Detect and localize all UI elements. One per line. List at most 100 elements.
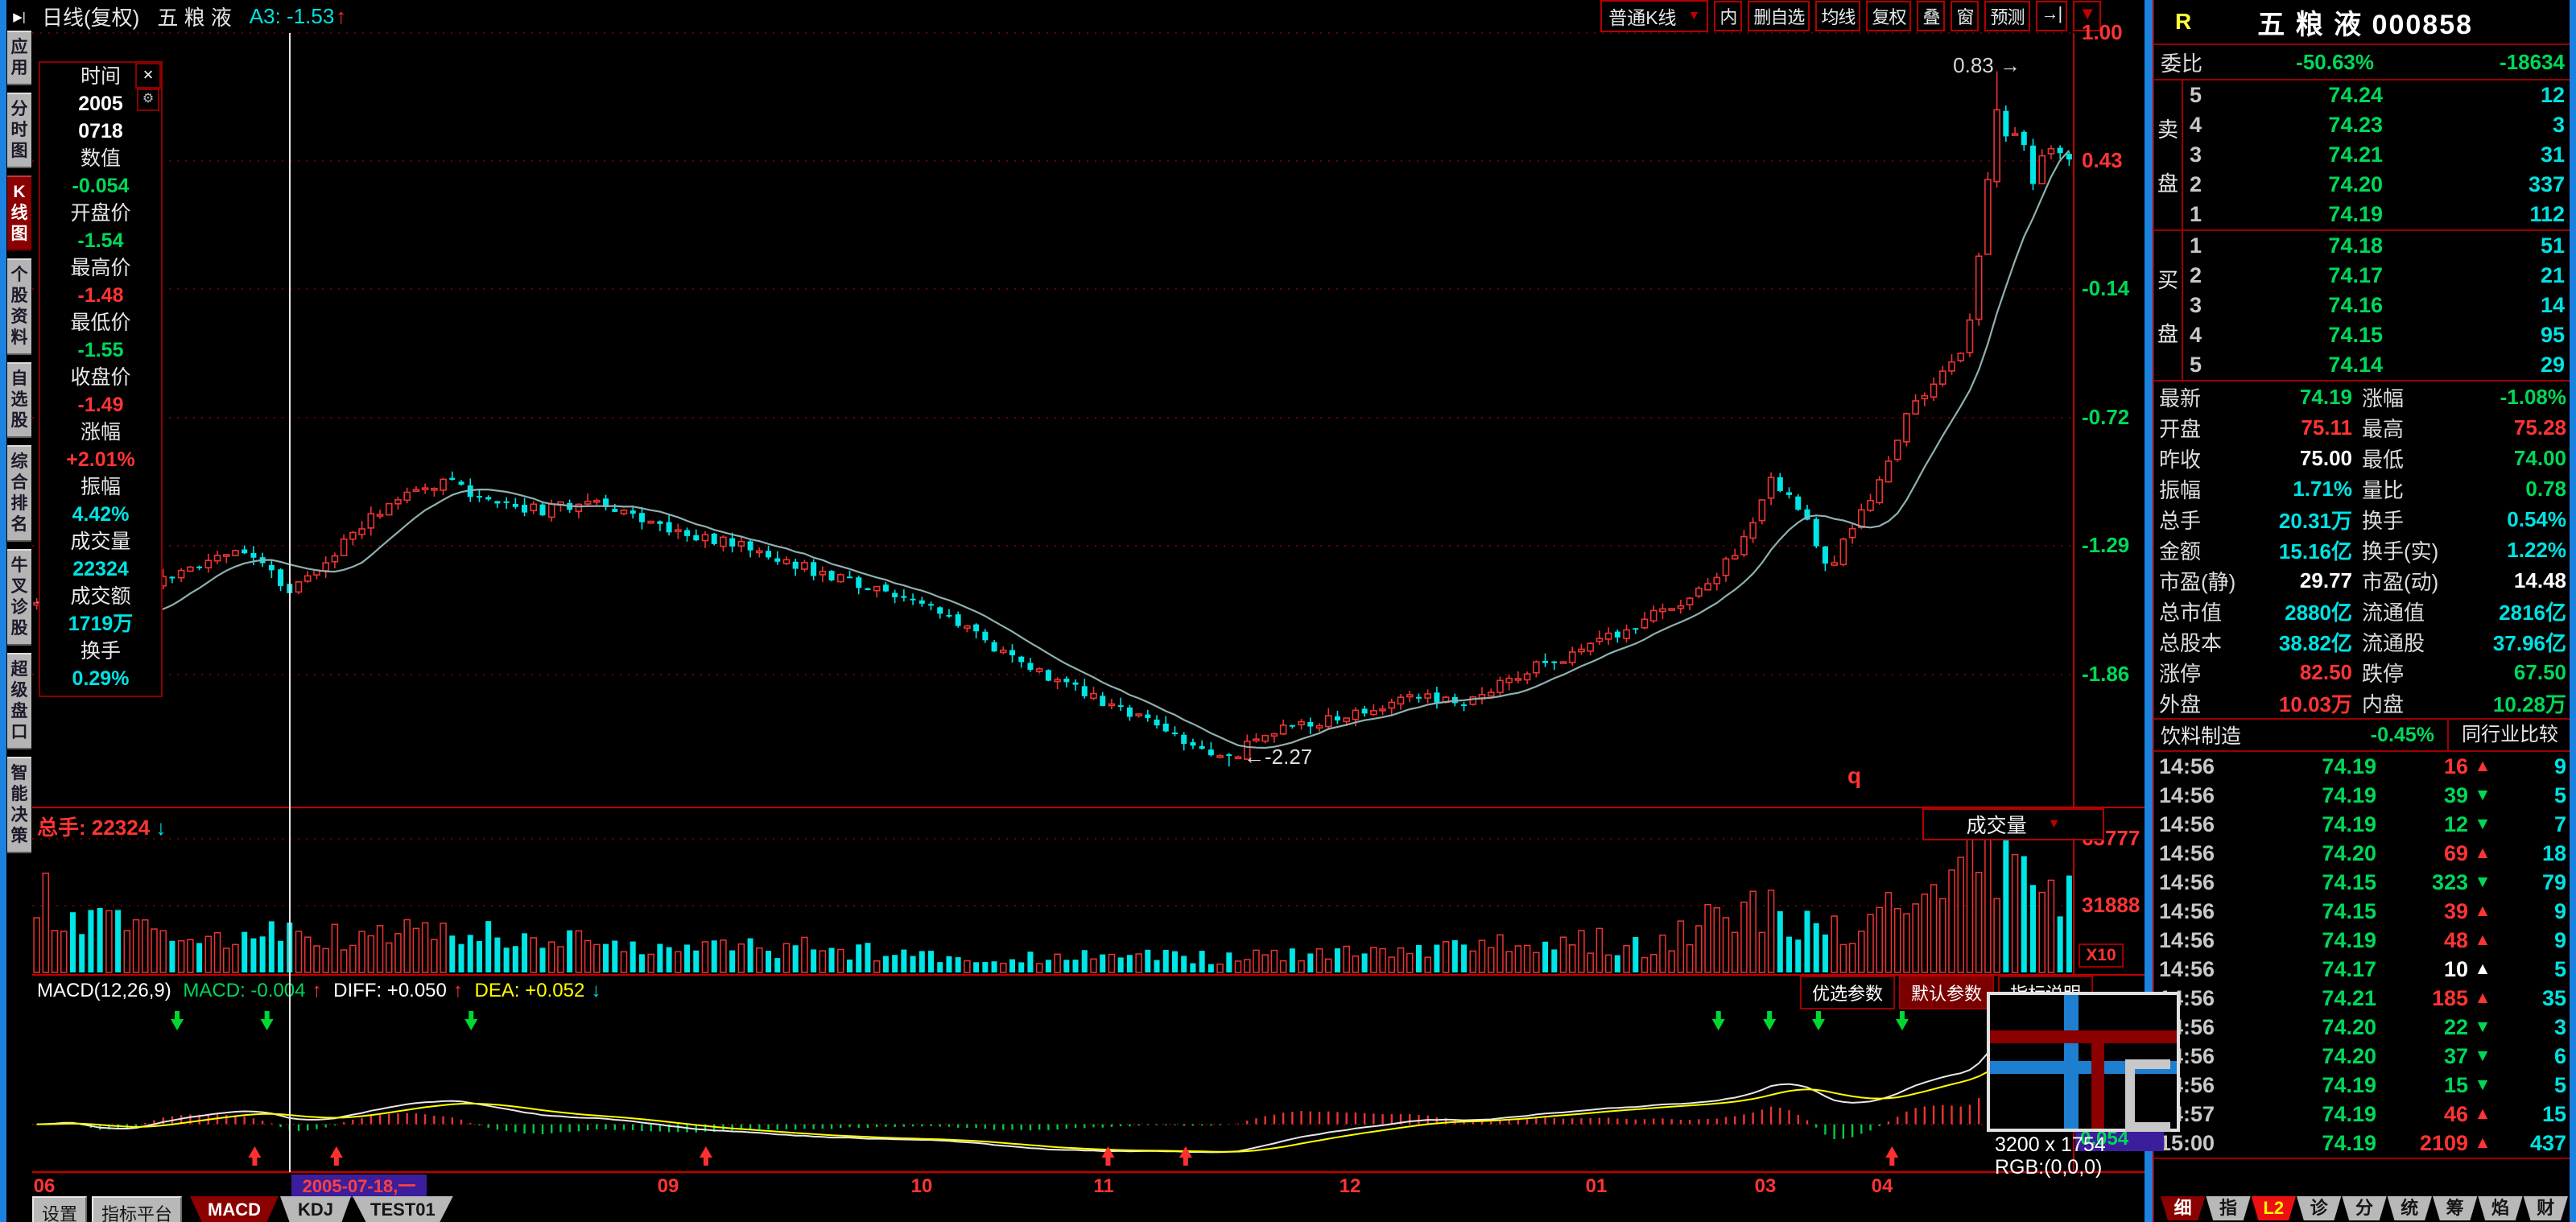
sell-row-5[interactable]: 1 74.19 112: [2190, 202, 2565, 226]
tooltip-label-4: 最低价: [70, 312, 131, 334]
buy-row-2[interactable]: 2 74.17 21: [2190, 263, 2565, 287]
toolbar-button-5[interactable]: 窗: [1951, 1, 1979, 31]
sidebar-item-gegu-ziliao[interactable]: 个股资料: [7, 258, 31, 355]
date-axis-label: 04: [1871, 1175, 1893, 1197]
tick-row-13[interactable]: 15:00 74.19 2109 ▲ 437: [2159, 1130, 2566, 1155]
stat-row-8: 总股本 38.82亿 流通股 37.96亿: [2159, 630, 2566, 655]
toolbar-more-caret-icon[interactable]: ▼: [2073, 1, 2101, 31]
price-axis-label: -0.72: [2082, 405, 2130, 429]
macd-param-button-0[interactable]: 优选参数: [1799, 976, 1895, 1009]
quote-tab-3[interactable]: 诊: [2296, 1196, 2342, 1220]
tick-up-arrow-icon: ▲: [2474, 844, 2491, 862]
sidebar-item-chaoji-pankou[interactable]: 超级盘口: [7, 653, 31, 749]
quote-tab-8[interactable]: 财: [2523, 1196, 2568, 1220]
tick-row-11[interactable]: 14:56 74.19 15 ▼ 5: [2159, 1072, 2566, 1097]
tick-row-1[interactable]: 14:56 74.19 39 ▼ 5: [2159, 782, 2566, 807]
collapse-rail-icon[interactable]: ▶|: [13, 10, 26, 24]
buy-row-4[interactable]: 4 74.15 95: [2190, 323, 2565, 347]
panel-divider[interactable]: [2145, 0, 2153, 1222]
quote-tab-6[interactable]: 筹: [2432, 1196, 2478, 1220]
tick-row-8[interactable]: 14:56 74.21 185 ▲ 35: [2159, 985, 2566, 1010]
tooltip-label-5: 收盘价: [70, 366, 131, 389]
sell-rows: 5 74.24 12 4 74.23 3 3 74.21 31 2 74.20 337 1 74.19 11…: [2183, 81, 2571, 229]
bottom-button-1[interactable]: 指标平台: [92, 1196, 183, 1222]
tick-up-arrow-icon: ▲: [2474, 1133, 2491, 1152]
quote-tab-4[interactable]: 分: [2342, 1196, 2387, 1220]
industry-compare-link[interactable]: 同行业比较: [2447, 720, 2571, 750]
macd-params-label[interactable]: MACD(12,26,9): [37, 980, 171, 1001]
tooltip-value-6: +2.01%: [66, 448, 135, 471]
tick-row-0[interactable]: 14:56 74.19 16 ▲ 9: [2159, 753, 2566, 778]
tick-row-3[interactable]: 14:56 74.20 69 ▲ 18: [2159, 840, 2566, 865]
sidebar-item-yingyong[interactable]: 应用: [7, 31, 31, 85]
tick-row-12[interactable]: 14:57 74.19 46 ▲ 15: [2159, 1101, 2566, 1126]
low-point-annotation: ←-2.27: [1244, 745, 1312, 770]
gear-icon[interactable]: ⚙: [137, 89, 159, 111]
industry-row[interactable]: 饮料制造 -0.45% 同行业比较: [2154, 718, 2571, 752]
volume-header-label: 总手: 22324 ↓: [37, 811, 166, 841]
quote-tab-2[interactable]: L2: [2251, 1196, 2296, 1220]
bottom-button-0[interactable]: 设置: [32, 1196, 88, 1222]
sell-row-2[interactable]: 4 74.23 3: [2190, 113, 2565, 137]
sidebar-item-zhineng-juece[interactable]: 智能决策: [7, 757, 31, 853]
toolbar-button-0[interactable]: 内: [1714, 1, 1743, 31]
volume-indicator-value: 成交量: [1966, 815, 2027, 837]
tick-row-7[interactable]: 14:56 74.17 10 ▲ 5: [2159, 956, 2566, 981]
screen-magnifier-overlay[interactable]: [1987, 992, 2180, 1132]
buy-row-3[interactable]: 3 74.16 14: [2190, 293, 2565, 317]
tick-down-arrow-icon: ▼: [2474, 1018, 2491, 1036]
toolbar-button-4[interactable]: 叠: [1917, 1, 1946, 31]
stock-title[interactable]: 五 粮 液 000858: [2257, 9, 2474, 40]
close-icon[interactable]: ×: [135, 63, 161, 89]
tick-row-9[interactable]: 14:56 74.20 22 ▼ 3: [2159, 1014, 2566, 1039]
kline-chart-canvas[interactable]: [32, 0, 2145, 1222]
macd-param-button-1[interactable]: 默认参数: [1898, 976, 1994, 1009]
sell-row-3[interactable]: 3 74.21 31: [2190, 142, 2565, 167]
industry-name: 饮料制造: [2161, 725, 2242, 748]
crosshair-vertical-line[interactable]: [289, 33, 291, 1172]
tooltip-label-1: 数值: [80, 147, 121, 170]
next-stock-icon[interactable]: →|: [2035, 1, 2068, 31]
sell-row-1[interactable]: 5 74.24 12: [2190, 83, 2565, 107]
low-value-label: -2.27: [1265, 745, 1313, 769]
toolbar-button-3[interactable]: 复权: [1866, 1, 1912, 31]
tick-row-10[interactable]: 14:56 74.20 37 ▼ 6: [2159, 1043, 2566, 1068]
sidebar-item-zonghe-paiming[interactable]: 综合排名: [7, 445, 31, 542]
candle-data-tooltip-panel[interactable]: × ⚙ 时间 2005 0718 数值 -0.054 开盘价 -1.54 最高价 -1.48 最低…: [39, 61, 163, 697]
stat-row-4: 总手 20.31万 换手 0.54%: [2159, 506, 2566, 533]
sell-row-4[interactable]: 2 74.20 337: [2190, 172, 2565, 196]
indicator-tab-1[interactable]: KDJ: [280, 1196, 352, 1222]
kline-type-dropdown[interactable]: 普通K线 ▼: [1600, 0, 1709, 32]
quote-tab-7[interactable]: 焰: [2478, 1196, 2523, 1220]
buy-row-5[interactable]: 5 74.14 29: [2190, 353, 2565, 377]
quote-tab-5[interactable]: 统: [2387, 1196, 2432, 1220]
toolbar-buttons: 内删自选 均线 复权叠窗预测 →| ▼: [1714, 1, 2101, 31]
volume-indicator-dropdown[interactable]: 成交量 ▼: [1922, 808, 2104, 840]
rights-flag-badge: R: [2175, 9, 2192, 34]
tooltip-label-9: 成交额: [70, 585, 131, 608]
toolbar-button-1[interactable]: 删自选: [1748, 1, 1810, 31]
indicator-tab-2[interactable]: TEST01: [353, 1196, 453, 1222]
quote-stats-grid: 最新 74.19 涨幅 -1.08% 开盘 75.11 最高 75.28 昨收 75.00 最低 74…: [2154, 382, 2571, 718]
chart-toolbar: 日线(复权) 五 粮 液 A3: -1.53 ↑ 普通K线 ▼ 内删自选 均线 复权…: [32, 0, 2145, 32]
chevron-down-icon: ▼: [1687, 9, 1701, 23]
indicator-tab-0[interactable]: MACD: [190, 1196, 279, 1222]
tick-row-4[interactable]: 14:56 74.15 323 ▼ 79: [2159, 869, 2566, 894]
toolbar-button-2[interactable]: 均线: [1815, 1, 1861, 31]
tick-row-6[interactable]: 14:56 74.19 48 ▲ 9: [2159, 927, 2566, 952]
stock-name-label: 五 粮 液: [157, 5, 232, 30]
tick-row-2[interactable]: 14:56 74.19 12 ▼ 7: [2159, 811, 2566, 836]
period-label[interactable]: 日线(复权): [42, 5, 140, 30]
stat-row-1: 开盘 75.11 最高 75.28: [2159, 415, 2566, 441]
sidebar-item-zixuangu[interactable]: 自选股: [7, 362, 31, 438]
price-axis-label: 1.00: [2082, 20, 2123, 44]
toolbar-button-6[interactable]: 预测: [1984, 1, 2030, 31]
buy-order-book: 买盘 1 74.18 51 2 74.17 21 3 74.16 14 4 74.15 95 5 74.1…: [2154, 231, 2571, 382]
quote-tab-0[interactable]: 细: [2161, 1196, 2206, 1220]
sidebar-item-fenshitu[interactable]: 分时图: [7, 93, 31, 168]
quote-tab-1[interactable]: 指: [2206, 1196, 2251, 1220]
sidebar-item-niucha-zhengu[interactable]: 牛叉诊股: [7, 549, 31, 646]
tick-row-5[interactable]: 14:56 74.15 39 ▲ 9: [2159, 898, 2566, 923]
buy-row-1[interactable]: 1 74.18 51: [2190, 233, 2565, 258]
